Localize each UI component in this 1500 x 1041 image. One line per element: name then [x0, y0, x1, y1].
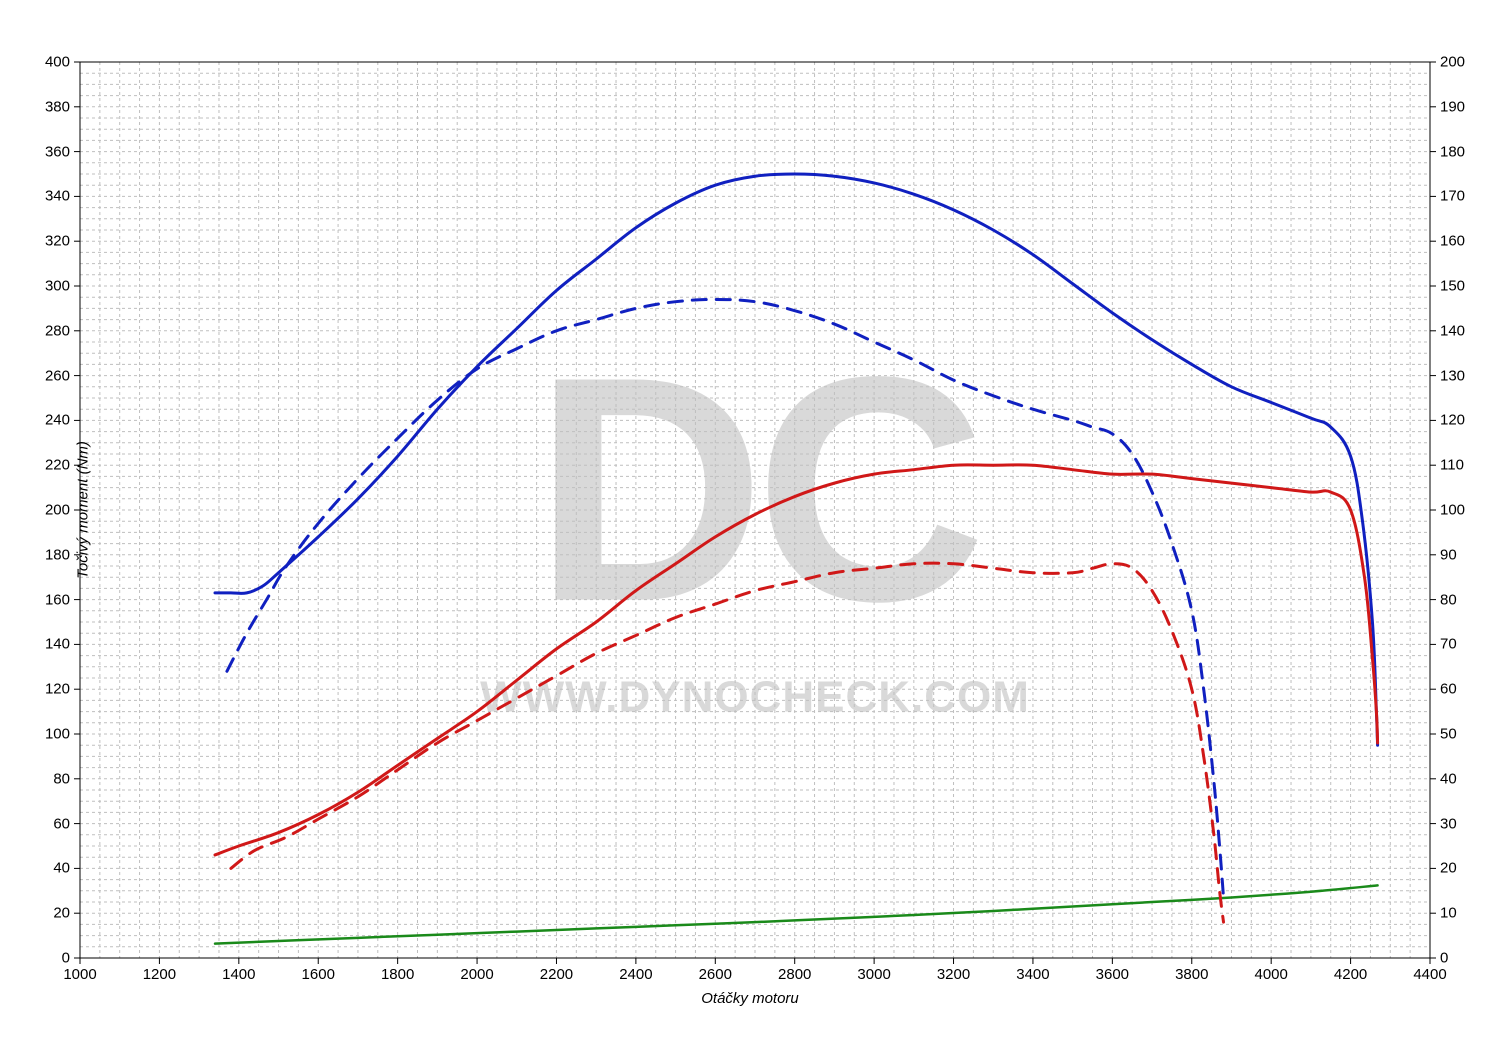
- y-right-tick-label: 120: [1440, 412, 1465, 429]
- y-axis-label-left: Točivý moment (Nm): [74, 441, 91, 579]
- x-tick-label: 2000: [460, 966, 493, 983]
- y-right-tick-label: 90: [1440, 546, 1457, 563]
- y-left-tick-label: 80: [53, 770, 70, 787]
- y-right-tick-label: 110: [1440, 457, 1464, 474]
- x-tick-label: 4200: [1334, 966, 1367, 983]
- y-right-tick-label: 170: [1440, 188, 1465, 205]
- y-right-tick-label: 160: [1440, 233, 1465, 250]
- x-tick-label: 3600: [1096, 966, 1129, 983]
- y-right-tick-label: 20: [1440, 860, 1457, 877]
- y-right-tick-label: 50: [1440, 726, 1457, 743]
- y-left-tick-label: 340: [45, 188, 70, 205]
- y-left-tick-label: 0: [62, 950, 70, 967]
- watermark-logo: DC: [534, 310, 980, 668]
- y-left-tick-label: 100: [45, 726, 70, 743]
- y-left-tick-label: 320: [45, 233, 70, 250]
- y-left-tick-label: 60: [53, 815, 70, 832]
- y-left-tick-label: 400: [45, 54, 70, 71]
- x-axis-label: Otáčky motoru: [0, 990, 1500, 1007]
- y-left-tick-label: 20: [53, 905, 70, 922]
- x-tick-label: 3800: [1175, 966, 1208, 983]
- y-right-tick-label: 150: [1440, 278, 1465, 295]
- y-right-tick-label: 130: [1440, 367, 1465, 384]
- y-right-tick-label: 40: [1440, 770, 1457, 787]
- x-tick-label: 2200: [540, 966, 573, 983]
- y-right-tick-label: 30: [1440, 815, 1457, 832]
- y-right-tick-label: 70: [1440, 636, 1457, 653]
- y-right-tick-label: 180: [1440, 143, 1465, 160]
- x-tick-label: 1600: [302, 966, 335, 983]
- y-left-tick-label: 200: [45, 502, 70, 519]
- y-left-tick-label: 120: [45, 681, 70, 698]
- y-right-tick-label: 60: [1440, 681, 1457, 698]
- chart-container: Graf výkonu a točivého momentu DCWWW.DYN…: [0, 0, 1500, 1041]
- watermark-url: WWW.DYNOCHECK.COM: [480, 673, 1030, 722]
- x-tick-label: 4000: [1254, 966, 1287, 983]
- y-right-tick-label: 190: [1440, 98, 1465, 115]
- x-tick-label: 1200: [143, 966, 176, 983]
- y-left-tick-label: 240: [45, 412, 70, 429]
- chart-plot: DC WWW.DYNOCHECK.COM: [0, 0, 1500, 1041]
- y-right-tick-label: 140: [1440, 322, 1465, 339]
- x-tick-label: 2800: [778, 966, 811, 983]
- x-tick-label: 3200: [937, 966, 970, 983]
- y-left-tick-label: 220: [45, 457, 70, 474]
- x-tick-label: 3000: [857, 966, 890, 983]
- y-right-tick-label: 80: [1440, 591, 1457, 608]
- y-left-tick-label: 160: [45, 591, 70, 608]
- x-tick-label: 1400: [222, 966, 255, 983]
- y-right-tick-label: 200: [1440, 54, 1465, 71]
- x-tick-label: 2400: [619, 966, 652, 983]
- y-right-tick-label: 10: [1440, 905, 1457, 922]
- x-tick-label: 2600: [699, 966, 732, 983]
- x-tick-label: 1000: [63, 966, 96, 983]
- x-tick-label: 1800: [381, 966, 414, 983]
- y-left-tick-label: 300: [45, 278, 70, 295]
- y-left-tick-label: 380: [45, 98, 70, 115]
- x-tick-label: 3400: [1016, 966, 1049, 983]
- y-left-tick-label: 140: [45, 636, 70, 653]
- y-right-tick-label: 100: [1440, 502, 1465, 519]
- y-right-tick-label: 0: [1440, 950, 1448, 967]
- y-left-tick-label: 280: [45, 322, 70, 339]
- y-left-tick-label: 260: [45, 367, 70, 384]
- y-left-tick-label: 360: [45, 143, 70, 160]
- y-left-tick-label: 40: [53, 860, 70, 877]
- x-tick-label: 4400: [1413, 966, 1446, 983]
- y-left-tick-label: 180: [45, 546, 70, 563]
